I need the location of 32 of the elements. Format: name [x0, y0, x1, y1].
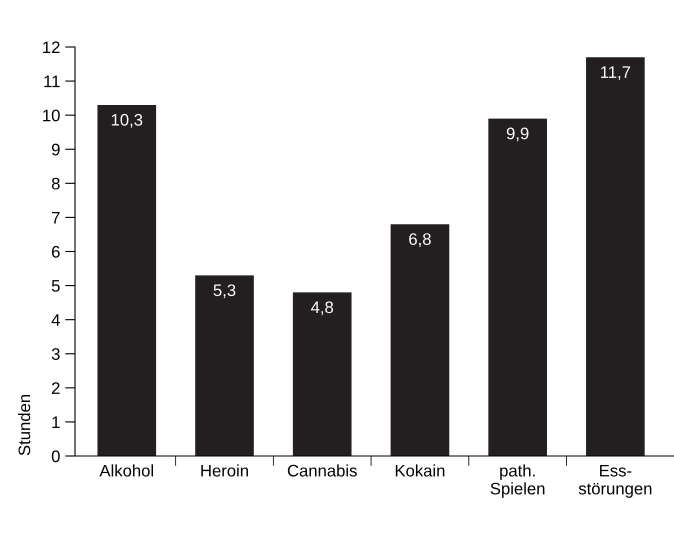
y-tick-label: 5 [52, 280, 60, 292]
y-tick-label: 9 [52, 144, 60, 156]
bar [586, 57, 645, 456]
data-label: 10,3 [112, 114, 142, 128]
x-tick-label: Ess- störungen [578, 464, 652, 498]
data-label: 9,9 [506, 128, 528, 142]
data-label: 6,8 [409, 233, 431, 247]
y-tick-label: 0 [52, 450, 60, 462]
x-tick-label: Kokain [396, 464, 444, 477]
y-tick-label: 7 [52, 212, 60, 224]
x-tick-label: Alkohol [99, 464, 154, 477]
y-tick-label: 3 [52, 348, 60, 360]
y-tick-label: 4 [52, 314, 60, 326]
bar [488, 118, 547, 456]
y-tick-label: 10 [43, 110, 60, 122]
x-tick-label: Heroin [201, 464, 248, 477]
y-tick-label: 6 [52, 246, 60, 258]
y-tick-label: 8 [52, 178, 60, 190]
x-tick-label: path. Spielen [490, 464, 544, 498]
x-tick-label: Cannabis [288, 464, 357, 477]
y-tick-label: 2 [52, 382, 60, 394]
y-tick-label: 1 [52, 416, 60, 428]
bar [292, 292, 352, 456]
data-label: 11,7 [601, 66, 630, 80]
y-tick-label: 12 [43, 41, 60, 54]
data-label: 5,3 [214, 284, 236, 298]
data-label: 4,8 [311, 301, 334, 316]
y-tick-label: 11 [44, 76, 60, 88]
bar [195, 275, 254, 456]
bar [97, 104, 156, 456]
y-axis-title: Stunden [18, 394, 30, 456]
bar [390, 224, 450, 456]
